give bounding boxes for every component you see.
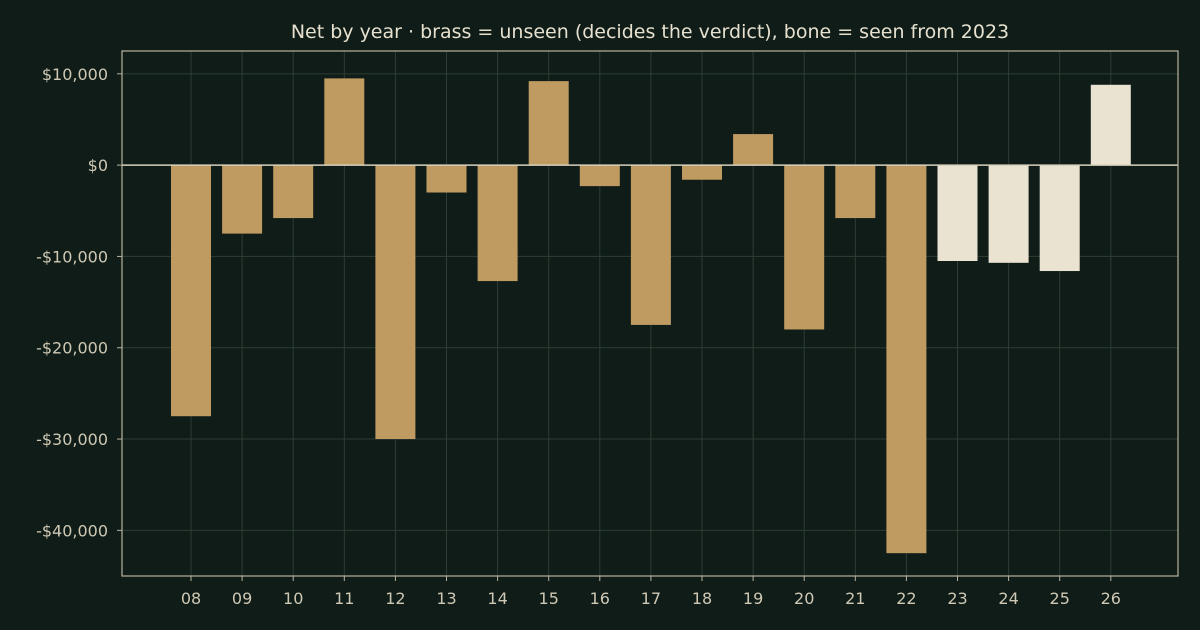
bar-seen-25 <box>1039 165 1080 272</box>
bar-unseen-12 <box>375 165 416 440</box>
x-tick-label: 25 <box>1050 589 1070 608</box>
x-tick-label: 24 <box>998 589 1018 608</box>
x-tick-label: 12 <box>385 589 405 608</box>
y-tick-label: $0 <box>88 156 108 175</box>
x-tick-label: 19 <box>743 589 763 608</box>
y-tick-label: -$20,000 <box>36 339 108 358</box>
x-tick-label: 23 <box>947 589 967 608</box>
x-tick-label: 14 <box>487 589 507 608</box>
bar-unseen-20 <box>784 165 825 330</box>
y-tick-label: -$10,000 <box>36 247 108 266</box>
bar-unseen-08 <box>171 165 211 417</box>
bar-unseen-16 <box>579 165 620 187</box>
y-tick-label: -$40,000 <box>36 521 108 540</box>
x-tick-label: 15 <box>539 589 559 608</box>
x-axis-ticks: 08 09 10 11 12 13 14 15 16 17 18 19 20 21 22 23 24 25 26 <box>181 576 1121 608</box>
bar-unseen-21 <box>835 165 876 219</box>
x-tick-label: 13 <box>436 589 456 608</box>
y-tick-label: $10,000 <box>42 65 108 84</box>
x-tick-label: 11 <box>334 589 354 608</box>
bar-unseen-11 <box>324 78 365 166</box>
x-tick-label: 21 <box>845 589 865 608</box>
bar-unseen-18 <box>682 165 722 180</box>
x-tick-label: 09 <box>232 589 252 608</box>
bar-unseen-13 <box>426 165 467 193</box>
x-tick-label: 10 <box>283 589 303 608</box>
x-tick-label: 22 <box>896 589 916 608</box>
y-tick-label: -$30,000 <box>36 430 108 449</box>
x-tick-label: 17 <box>641 589 661 608</box>
bar-unseen-10 <box>273 165 314 219</box>
chart-title: Net by year · brass = unseen (decides th… <box>291 21 1009 43</box>
bar-unseen-09 <box>222 165 263 234</box>
plot-frame <box>121 50 1179 577</box>
x-tick-label: 20 <box>794 589 814 608</box>
x-tick-label: 08 <box>181 589 201 608</box>
x-tick-label: 18 <box>692 589 712 608</box>
bars <box>171 78 1131 554</box>
bar-seen-26 <box>1090 84 1131 166</box>
grid-lines <box>122 51 1178 576</box>
x-tick-label: 16 <box>590 589 610 608</box>
bar-unseen-22 <box>886 165 927 554</box>
x-tick-label: 26 <box>1101 589 1121 608</box>
bar-seen-23 <box>937 165 978 261</box>
axes <box>121 50 1179 577</box>
bar-unseen-15 <box>528 81 569 166</box>
bar-unseen-17 <box>630 165 671 325</box>
bar-seen-24 <box>988 165 1029 263</box>
bar-unseen-19 <box>733 134 774 166</box>
bar-unseen-14 <box>477 165 518 282</box>
y-axis-ticks: $10,000 $0 -$10,000 -$20,000 -$30,000 -$40,00… <box>36 65 122 540</box>
